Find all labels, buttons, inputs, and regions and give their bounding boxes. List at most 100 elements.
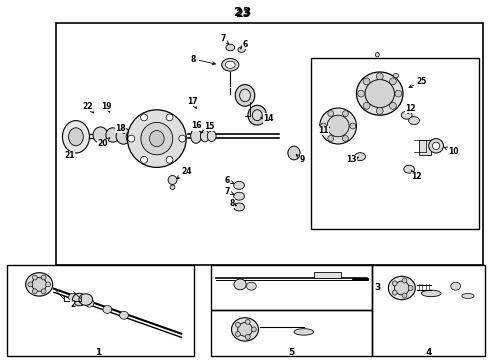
Circle shape (328, 111, 334, 117)
Text: 9: 9 (296, 154, 305, 163)
Text: 8: 8 (230, 198, 236, 207)
Ellipse shape (327, 115, 349, 137)
Circle shape (363, 102, 370, 109)
Ellipse shape (409, 117, 419, 125)
Circle shape (328, 135, 334, 141)
Ellipse shape (106, 128, 120, 142)
Text: 21: 21 (65, 151, 75, 161)
Ellipse shape (355, 153, 366, 161)
Bar (419, 140, 431, 155)
Ellipse shape (69, 128, 83, 146)
Circle shape (32, 275, 37, 280)
Text: 23: 23 (234, 6, 251, 19)
Ellipse shape (240, 89, 250, 102)
Ellipse shape (200, 130, 209, 142)
Circle shape (141, 156, 147, 163)
Circle shape (376, 107, 383, 114)
Ellipse shape (294, 329, 314, 335)
Bar (314, 272, 341, 278)
Circle shape (350, 123, 356, 129)
Ellipse shape (462, 293, 474, 298)
Ellipse shape (451, 282, 461, 290)
Text: 18: 18 (115, 124, 125, 134)
Circle shape (32, 289, 37, 294)
Text: 16: 16 (191, 122, 203, 133)
Text: 6: 6 (225, 176, 234, 185)
Ellipse shape (191, 129, 201, 143)
Circle shape (141, 114, 147, 121)
Text: 23: 23 (235, 9, 250, 19)
Ellipse shape (401, 111, 412, 119)
Ellipse shape (93, 127, 108, 143)
Ellipse shape (394, 281, 409, 295)
Ellipse shape (116, 128, 131, 144)
Circle shape (390, 78, 396, 85)
Circle shape (166, 156, 173, 163)
Ellipse shape (170, 185, 175, 189)
Text: 1: 1 (95, 348, 101, 356)
Text: 17: 17 (187, 97, 198, 109)
Circle shape (363, 78, 370, 85)
Ellipse shape (226, 44, 235, 51)
Circle shape (395, 90, 402, 97)
Circle shape (179, 135, 186, 142)
Ellipse shape (393, 73, 398, 78)
Text: 5: 5 (289, 348, 294, 356)
Circle shape (408, 285, 413, 291)
Text: 11: 11 (318, 126, 329, 135)
Text: 12: 12 (411, 171, 422, 181)
Ellipse shape (85, 299, 94, 307)
Text: 2: 2 (70, 300, 75, 309)
Circle shape (41, 275, 46, 280)
Ellipse shape (288, 146, 300, 160)
Circle shape (245, 334, 250, 339)
Circle shape (392, 281, 397, 286)
Ellipse shape (126, 130, 139, 144)
Ellipse shape (388, 276, 416, 300)
Ellipse shape (246, 282, 256, 290)
Text: 7: 7 (220, 34, 229, 44)
Circle shape (46, 282, 50, 287)
Ellipse shape (79, 294, 93, 305)
Text: 3: 3 (374, 284, 380, 292)
Text: 22: 22 (82, 102, 94, 113)
Ellipse shape (234, 279, 246, 290)
Text: 19: 19 (101, 102, 112, 112)
Text: 25: 25 (409, 77, 427, 87)
Ellipse shape (433, 142, 440, 149)
Ellipse shape (429, 139, 443, 153)
Ellipse shape (120, 311, 128, 319)
Circle shape (402, 293, 407, 298)
Circle shape (251, 327, 256, 332)
Text: 7: 7 (225, 187, 234, 197)
Ellipse shape (404, 165, 415, 173)
Circle shape (235, 322, 240, 327)
Circle shape (376, 73, 383, 80)
Text: 10: 10 (444, 147, 459, 156)
Circle shape (128, 135, 135, 142)
Circle shape (28, 282, 33, 287)
Text: 12: 12 (405, 104, 416, 114)
Text: 15: 15 (204, 122, 215, 132)
Ellipse shape (357, 72, 403, 115)
Ellipse shape (222, 58, 239, 71)
Circle shape (320, 123, 326, 129)
Circle shape (235, 332, 240, 337)
Ellipse shape (235, 85, 255, 106)
Circle shape (402, 278, 407, 283)
Text: 20: 20 (97, 138, 110, 148)
Ellipse shape (234, 192, 245, 200)
Ellipse shape (234, 203, 245, 211)
Circle shape (343, 111, 348, 117)
Text: 14: 14 (260, 113, 274, 122)
Ellipse shape (252, 110, 262, 121)
Ellipse shape (32, 278, 47, 291)
Ellipse shape (168, 175, 177, 184)
Circle shape (358, 90, 365, 97)
Ellipse shape (421, 290, 441, 297)
Text: 6: 6 (240, 40, 247, 49)
Ellipse shape (103, 305, 112, 313)
Ellipse shape (141, 122, 173, 155)
Ellipse shape (63, 121, 90, 153)
Ellipse shape (232, 318, 259, 341)
